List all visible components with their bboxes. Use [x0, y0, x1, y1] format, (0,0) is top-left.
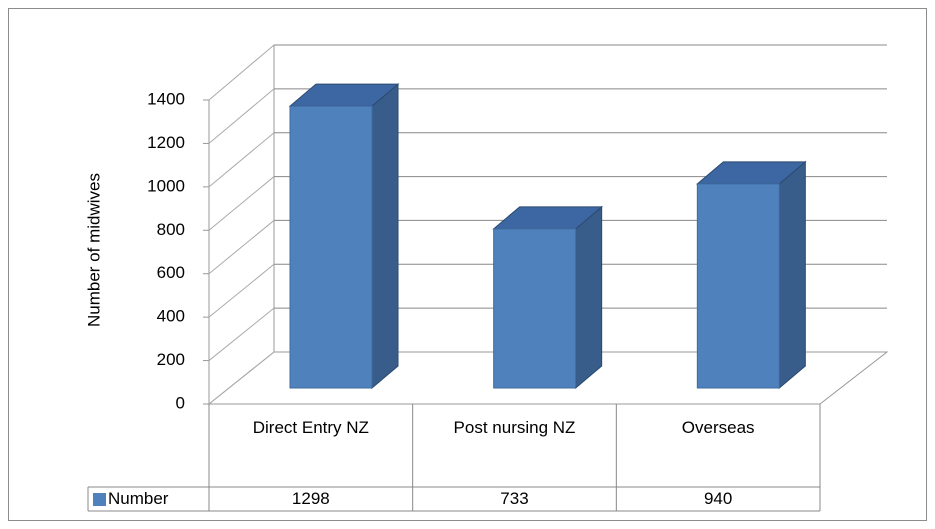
table-value: 733: [500, 489, 529, 508]
legend-label: Number: [108, 489, 169, 508]
bar: [289, 105, 373, 389]
bar-side: [575, 205, 603, 390]
y-tick-label: 1000: [147, 176, 185, 195]
side-grid-line: [208, 132, 275, 188]
y-tick-label: 1200: [147, 133, 185, 152]
x-tick-label: Post nursing NZ: [453, 418, 576, 437]
bar-side: [778, 160, 806, 390]
side-grid-line: [208, 220, 275, 275]
side-grid-line: [208, 307, 275, 361]
chart-border: [8, 8, 927, 521]
side-grid-line: [208, 88, 275, 144]
y-tick-label: 1400: [147, 89, 185, 108]
x-tick-label: Overseas: [681, 418, 755, 437]
side-grid-line: [208, 351, 275, 405]
side-grid-line: [208, 44, 275, 101]
bar-side: [371, 83, 399, 390]
side-grid-line: [208, 176, 275, 231]
legend-swatch: [93, 493, 106, 506]
y-tick-label: 400: [157, 307, 185, 326]
bar: [696, 183, 780, 389]
x-tick-label: Direct Entry NZ: [252, 418, 369, 437]
y-tick-label: 0: [176, 393, 185, 412]
bar: [493, 228, 577, 389]
y-axis-title: Number of midwives: [84, 173, 103, 327]
table-value: 940: [703, 489, 733, 508]
table-value: 1298: [291, 489, 330, 508]
y-tick-label: 800: [157, 220, 185, 239]
y-tick-label: 200: [157, 350, 185, 369]
y-tick-label: 600: [157, 263, 185, 282]
side-grid-line: [208, 263, 275, 318]
